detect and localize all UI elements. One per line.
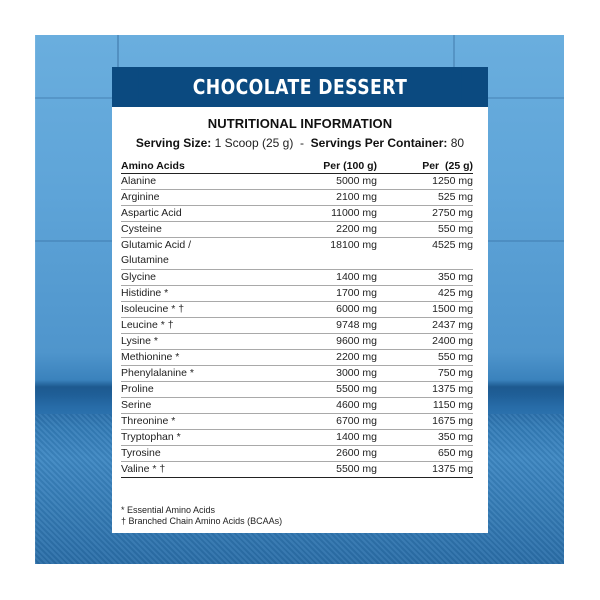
table-row: Threonine * 6700 mg 1675 mg (121, 413, 473, 430)
amount-per-25g: 350 mg (377, 269, 473, 286)
serving-separator: - (300, 136, 304, 150)
table-row: Valine * † 5500 mg 1375 mg (121, 461, 473, 478)
table-header-row: Amino Acids Per (100 g) Per (25 g) (121, 158, 473, 174)
serving-size-value: 1 Scoop (25 g) (214, 136, 294, 150)
serving-size-label: Serving Size: (135, 136, 212, 150)
amino-name-line-2: Glutamine (121, 254, 169, 266)
amount-per-100g: 2100 mg (291, 189, 377, 206)
amino-name: Leucine * † (121, 317, 291, 334)
flavor-title-bar: CHOCOLATE DESSERT (112, 67, 488, 107)
header-amino-acids: Amino Acids (121, 158, 291, 174)
amount-per-100g: 9748 mg (291, 317, 377, 334)
amino-acid-table: Amino Acids Per (100 g) Per (25 g) Alani… (121, 158, 473, 478)
amount-per-100g: 9600 mg (291, 333, 377, 350)
amount-per-25g: 1250 mg (377, 173, 473, 190)
amount-per-100g: 5000 mg (291, 173, 377, 190)
table-row: Alanine 5000 mg 1250 mg (121, 173, 473, 190)
table-row: Aspartic Acid 11000 mg 2750 mg (121, 205, 473, 222)
amount-per-100g: 1400 mg (291, 269, 377, 286)
amount-per-25g: 425 mg (377, 285, 473, 302)
amount-per-25g: 1375 mg (377, 461, 473, 478)
amount-per-25g: 1375 mg (377, 381, 473, 398)
footnote-bcaa: † Branched Chain Amino Acids (BCAAs) (121, 516, 283, 526)
amount-per-25g: 525 mg (377, 189, 473, 206)
amount-per-100g: 2200 mg (291, 349, 377, 366)
nutrition-label-panel: CHOCOLATE DESSERT NUTRITIONAL INFORMATIO… (112, 67, 488, 533)
amount-per-25g: 1500 mg (377, 301, 473, 318)
amount-per-100g: 1700 mg (291, 285, 377, 302)
amino-name: Glycine (121, 269, 291, 286)
amino-name: Threonine * (121, 413, 291, 430)
table-row: Cysteine 2200 mg 550 mg (121, 221, 473, 238)
amino-name: Valine * † (121, 461, 291, 478)
amino-name: Phenylalanine * (121, 365, 291, 382)
amount-per-100g: 6000 mg (291, 301, 377, 318)
amount-per-25g: 650 mg (377, 445, 473, 462)
serving-info: Serving Size: 1 Scoop (25 g) - Servings … (112, 136, 488, 150)
amount-per-25g: 550 mg (377, 221, 473, 238)
table-row: Phenylalanine * 3000 mg 750 mg (121, 365, 473, 382)
amino-name: Proline (121, 381, 291, 398)
amino-name: Histidine * (121, 285, 291, 302)
amount-per-25g: 2750 mg (377, 205, 473, 222)
table-row: Serine 4600 mg 1150 mg (121, 397, 473, 414)
table-row: Isoleucine * † 6000 mg 1500 mg (121, 301, 473, 318)
amount-per-25g: 1675 mg (377, 413, 473, 430)
amino-name: Tryptophan * (121, 429, 291, 446)
table-row: Glutamic Acid / Glutamine 18100 mg 4525 … (121, 237, 473, 270)
table-row: Arginine 2100 mg 525 mg (121, 189, 473, 206)
table-row: Tyrosine 2600 mg 650 mg (121, 445, 473, 462)
amino-name: Tyrosine (121, 445, 291, 462)
section-title: NUTRITIONAL INFORMATION (207, 116, 393, 131)
header-per-25g: Per (25 g) (377, 158, 473, 174)
amino-name-line-1: Glutamic Acid / (121, 239, 192, 251)
amount-per-100g: 5500 mg (291, 461, 377, 478)
amount-per-25g: 4525 mg (377, 237, 473, 270)
servings-per-container-label: Servings Per Container: (310, 136, 448, 150)
amino-name: Arginine (121, 189, 291, 206)
amount-per-25g: 350 mg (377, 429, 473, 446)
footnotes: * Essential Amino Acids † Branched Chain… (121, 505, 282, 527)
amino-name: Serine (121, 397, 291, 414)
amount-per-25g: 2400 mg (377, 333, 473, 350)
amino-name: Aspartic Acid (121, 205, 291, 222)
amount-per-25g: 1150 mg (377, 397, 473, 414)
header-per-100g: Per (100 g) (291, 158, 377, 174)
amount-per-100g: 1400 mg (291, 429, 377, 446)
amount-per-100g: 6700 mg (291, 413, 377, 430)
table-row: Glycine 1400 mg 350 mg (121, 269, 473, 286)
amount-per-25g: 750 mg (377, 365, 473, 382)
amino-name: Lysine * (121, 333, 291, 350)
amino-name: Isoleucine * † (121, 301, 291, 318)
table-row: Proline 5500 mg 1375 mg (121, 381, 473, 398)
amount-per-100g: 11000 mg (291, 205, 377, 222)
amount-per-100g: 4600 mg (291, 397, 377, 414)
table-row: Methionine * 2200 mg 550 mg (121, 349, 473, 366)
amount-per-100g: 2600 mg (291, 445, 377, 462)
amino-name: Cysteine (121, 221, 291, 238)
amount-per-100g: 5500 mg (291, 381, 377, 398)
amount-per-100g: 3000 mg (291, 365, 377, 382)
amino-name: Alanine (121, 173, 291, 190)
amino-name: Methionine * (121, 349, 291, 366)
footnote-essential: * Essential Amino Acids (121, 505, 216, 515)
table-row: Tryptophan * 1400 mg 350 mg (121, 429, 473, 446)
amount-per-100g: 18100 mg (291, 237, 377, 270)
table-row: Leucine * † 9748 mg 2437 mg (121, 317, 473, 334)
servings-per-container-value: 80 (450, 136, 465, 150)
amino-name: Glutamic Acid / Glutamine (121, 237, 291, 270)
flavor-title: CHOCOLATE DESSERT (138, 67, 462, 107)
table-row: Histidine * 1700 mg 425 mg (121, 285, 473, 302)
amount-per-100g: 2200 mg (291, 221, 377, 238)
table-row: Lysine * 9600 mg 2400 mg (121, 333, 473, 350)
amount-per-25g: 550 mg (377, 349, 473, 366)
amount-per-25g: 2437 mg (377, 317, 473, 334)
